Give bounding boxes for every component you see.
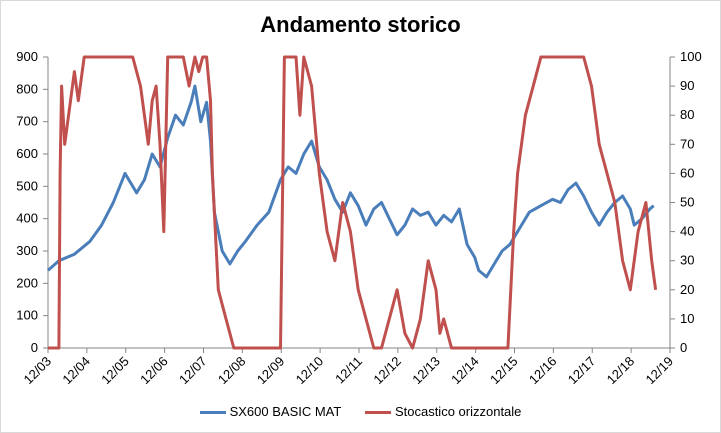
x-tick-label: 12/14 xyxy=(448,354,482,388)
x-tick-label: 12/16 xyxy=(526,354,560,388)
x-tick-label: 12/10 xyxy=(293,354,327,388)
y-left-tick-label: 100 xyxy=(16,308,38,323)
y-left-tick-label: 200 xyxy=(16,275,38,290)
y-right-tick-label: 40 xyxy=(680,224,694,239)
y-right-tick-label: 30 xyxy=(680,253,694,268)
y-right-tick-label: 10 xyxy=(680,311,694,326)
chart-series xyxy=(47,55,658,350)
legend-swatch-stocastico xyxy=(364,411,391,415)
x-tick-label: 12/04 xyxy=(59,354,93,388)
legend: SX600 BASIC MAT Stocastico orizzontale xyxy=(0,404,721,419)
y-left-tick-label: 900 xyxy=(16,49,38,64)
y-right-tick-label: 0 xyxy=(680,340,687,355)
x-tick-label: 12/19 xyxy=(643,354,677,388)
x-tick-label: 12/05 xyxy=(98,354,132,388)
y-left-tick-label: 800 xyxy=(16,81,38,96)
y-right-tick-label: 50 xyxy=(680,195,694,210)
legend-label-stocastico: Stocastico orizzontale xyxy=(394,404,522,419)
x-tick-label: 12/13 xyxy=(409,354,443,388)
x-tick-label: 12/18 xyxy=(604,354,638,388)
y-left-tick-label: 600 xyxy=(16,146,38,161)
x-tick-label: 12/09 xyxy=(254,354,288,388)
legend-label-sx600: SX600 BASIC MAT xyxy=(229,404,342,419)
y-left-tick-label: 300 xyxy=(16,243,38,258)
y-right-tick-label: 90 xyxy=(680,78,694,93)
x-tick-label: 12/15 xyxy=(487,354,521,388)
x-tick-label: 12/12 xyxy=(370,354,404,388)
x-tick-label: 12/08 xyxy=(215,354,249,388)
y-right-tick-label: 80 xyxy=(680,107,694,122)
series-line-0 xyxy=(47,84,655,279)
legend-item-stocastico: Stocastico orizzontale xyxy=(364,404,522,419)
x-tick-label: 12/11 xyxy=(332,354,365,387)
y-right-tick-label: 70 xyxy=(680,136,694,151)
chart-axes: 0 100 200 300 400 500 600 700 800 900 0 10 20 30 40 50 6… xyxy=(16,49,701,387)
legend-swatch-sx600 xyxy=(199,411,226,415)
y-left-tick-label: 0 xyxy=(31,340,38,355)
x-tick-label: 12/03 xyxy=(21,354,55,388)
series-line-1 xyxy=(48,55,658,350)
y-left-tick-label: 500 xyxy=(16,178,38,193)
x-tick-label: 12/07 xyxy=(176,354,210,388)
x-tick-label: 12/06 xyxy=(137,354,171,388)
y-right-tick-label: 20 xyxy=(680,282,694,297)
y-right-tick-label: 60 xyxy=(680,165,694,180)
y-right-tick-label: 100 xyxy=(680,49,702,64)
legend-item-sx600: SX600 BASIC MAT xyxy=(199,404,342,419)
y-left-tick-label: 400 xyxy=(16,211,38,226)
x-tick-label: 12/17 xyxy=(565,354,599,388)
y-left-tick-label: 700 xyxy=(16,114,38,129)
chart-title: Andamento storico xyxy=(260,12,461,37)
